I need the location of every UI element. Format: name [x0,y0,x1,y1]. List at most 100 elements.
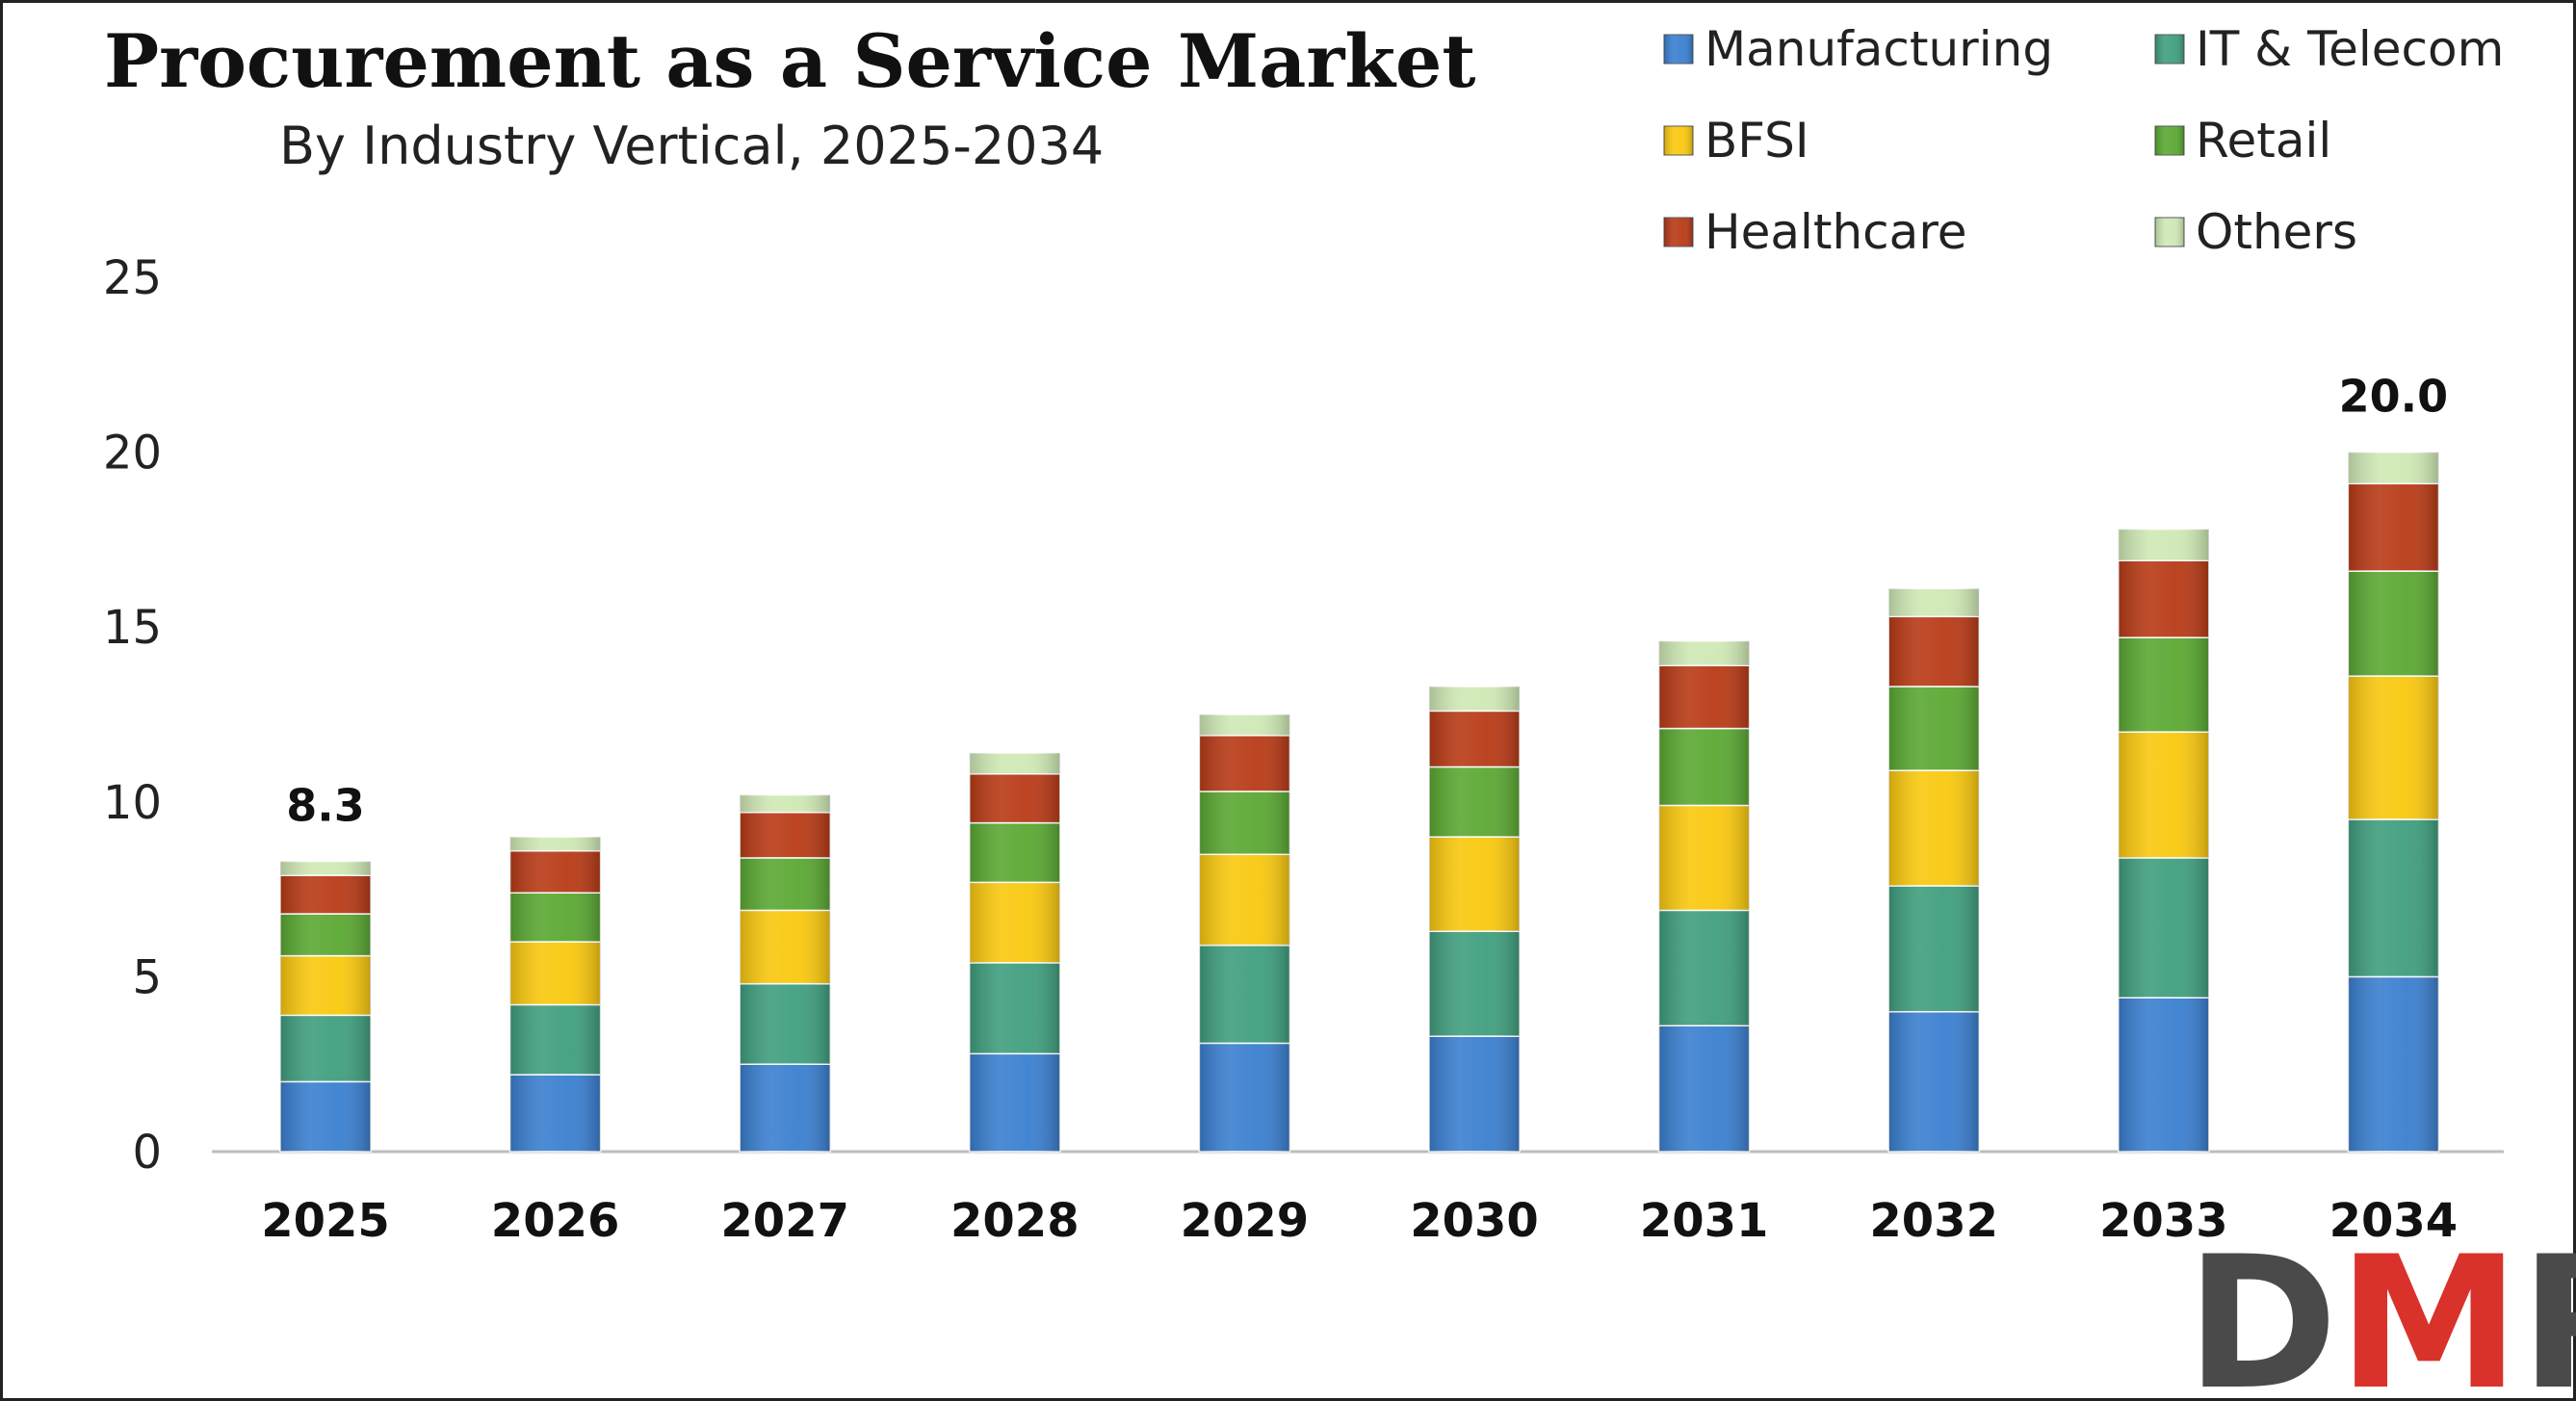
bar-shade-retail-2031 [1658,728,1750,806]
x-tick-label-2031: 2031 [1640,1194,1769,1248]
legend-swatch-shade-retail [2155,126,2184,155]
bar-shade-manufacturing-2028 [969,1053,1060,1152]
legend-item-others: Others [2154,204,2357,260]
data-label-2034: 20.0 [2339,371,2449,423]
legend-item-retail: Retail [2154,113,2331,169]
bar-shade-healthcare-2029 [1199,735,1290,791]
bar-shade-it-telecom-2030 [1429,931,1520,1037]
bar-shade-manufacturing-2031 [1658,1025,1750,1152]
x-tick-label-2027: 2027 [720,1194,849,1248]
bar-shade-retail-2029 [1199,791,1290,855]
chart-title: Procurement as a Service Market [104,18,1476,104]
legend-label-healthcare: Healthcare [1704,204,1967,260]
bar-shade-retail-2025 [280,914,371,956]
bar-shade-it-telecom-2034 [2348,818,2439,977]
bar-stack-2031 [1657,639,1751,1153]
x-tick-label-2032: 2032 [1869,1194,1998,1248]
bar-shade-manufacturing-2030 [1429,1036,1520,1152]
legend-swatch-shade-it-telecom [2155,35,2184,64]
bar-shade-retail-2034 [2348,571,2439,677]
bar-stack-2030 [1428,686,1521,1153]
bar-stack-2025 [279,860,372,1153]
bar-shade-bfsi-2030 [1429,837,1520,932]
y-tick-label-15: 15 [103,601,162,655]
bar-shade-manufacturing-2029 [1199,1043,1290,1152]
bar-shade-healthcare-2030 [1429,711,1520,767]
bar-shade-bfsi-2031 [1658,805,1750,911]
data-label-2025: 8.3 [286,780,365,832]
bar-shade-manufacturing-2027 [740,1064,831,1152]
dmr-logo: DMR [2186,1217,2576,1401]
bar-stack-2028 [969,752,1061,1153]
bar-shade-healthcare-2025 [280,875,371,915]
bar-shade-healthcare-2027 [740,812,831,858]
bar-shade-others-2033 [2118,529,2209,561]
bar-shade-retail-2028 [969,822,1060,883]
bar-shade-bfsi-2034 [2348,676,2439,819]
x-tick-label-2028: 2028 [950,1194,1080,1248]
x-tick-label-2030: 2030 [1410,1194,1539,1248]
bar-shade-it-telecom-2028 [969,962,1060,1054]
bar-shade-it-telecom-2032 [1888,885,1980,1012]
bar-shade-it-telecom-2031 [1658,910,1750,1026]
bar-shade-bfsi-2029 [1199,854,1290,946]
bar-shade-others-2028 [969,752,1060,774]
y-tick-label-0: 0 [132,1126,162,1180]
bar-shade-bfsi-2025 [280,955,371,1016]
legend-label-manufacturing: Manufacturing [1704,21,2053,77]
bar-shade-retail-2030 [1429,766,1520,838]
legend: Manufacturing IT & Telecom BFSI Retail Healt… [1663,21,2504,260]
data-labels: 8.3 20.0 [286,371,2448,832]
y-tick-label-20: 20 [103,427,162,480]
y-tick-label-25: 25 [103,251,162,305]
bar-stack-2034 [2347,451,2440,1153]
bar-stack-2027 [739,793,831,1153]
bar-shade-it-telecom-2026 [509,1004,601,1076]
legend-label-retail: Retail [2196,113,2331,169]
bar-shade-others-2031 [1658,640,1750,666]
logo-letter: D [2186,1217,2338,1401]
bar-stack-2029 [1198,713,1291,1153]
legend-label-it-telecom: IT & Telecom [2196,21,2504,77]
x-tick-label-2025: 2025 [261,1194,390,1248]
bar-shade-healthcare-2026 [509,850,601,894]
bar-shade-retail-2033 [2118,637,2209,733]
legend-swatch-shade-bfsi [1664,126,1693,155]
logo-text: DMR [2186,1217,2576,1401]
bar-shade-manufacturing-2025 [280,1081,371,1152]
logo-letter: M [2338,1217,2520,1401]
legend-item-healthcare: Healthcare [1663,204,1967,260]
legend-item-it-telecom: IT & Telecom [2154,21,2504,77]
bar-shade-others-2029 [1199,714,1290,736]
legend-item-bfsi: BFSI [1663,113,1809,169]
bar-shade-others-2027 [740,794,831,813]
bar-shade-it-telecom-2033 [2118,857,2209,999]
bar-shade-others-2025 [280,861,371,876]
bar-shade-bfsi-2027 [740,910,831,984]
y-axis: 0 5 10 15 20 25 [103,251,162,1180]
x-tick-label-2034: 2034 [2329,1194,2459,1248]
bar-shade-others-2032 [1888,588,1980,617]
bar-shade-manufacturing-2034 [2348,976,2439,1152]
bar-shade-retail-2032 [1888,686,1980,771]
bar-shade-it-telecom-2029 [1199,945,1290,1044]
y-tick-label-10: 10 [103,776,162,830]
legend-swatch-shade-others [2155,218,2184,246]
bars-group [279,451,2440,1153]
bar-shade-manufacturing-2032 [1888,1011,1980,1152]
bar-shade-bfsi-2028 [969,882,1060,963]
bar-shade-others-2030 [1429,686,1520,712]
bar-stack-2032 [1887,587,1980,1153]
chart-subtitle: By Industry Vertical, 2025-2034 [279,116,1104,176]
legend-item-manufacturing: Manufacturing [1663,21,2053,77]
bar-stack-2033 [2118,528,2210,1153]
y-tick-label-5: 5 [132,950,162,1004]
bar-shade-others-2026 [509,837,601,851]
bar-shade-healthcare-2032 [1888,616,1980,687]
bar-shade-others-2034 [2348,452,2439,484]
x-tick-label-2033: 2033 [2099,1194,2228,1248]
logo-letter: R [2520,1217,2576,1401]
x-tick-label-2029: 2029 [1181,1194,1310,1248]
bar-shade-retail-2027 [740,857,831,911]
